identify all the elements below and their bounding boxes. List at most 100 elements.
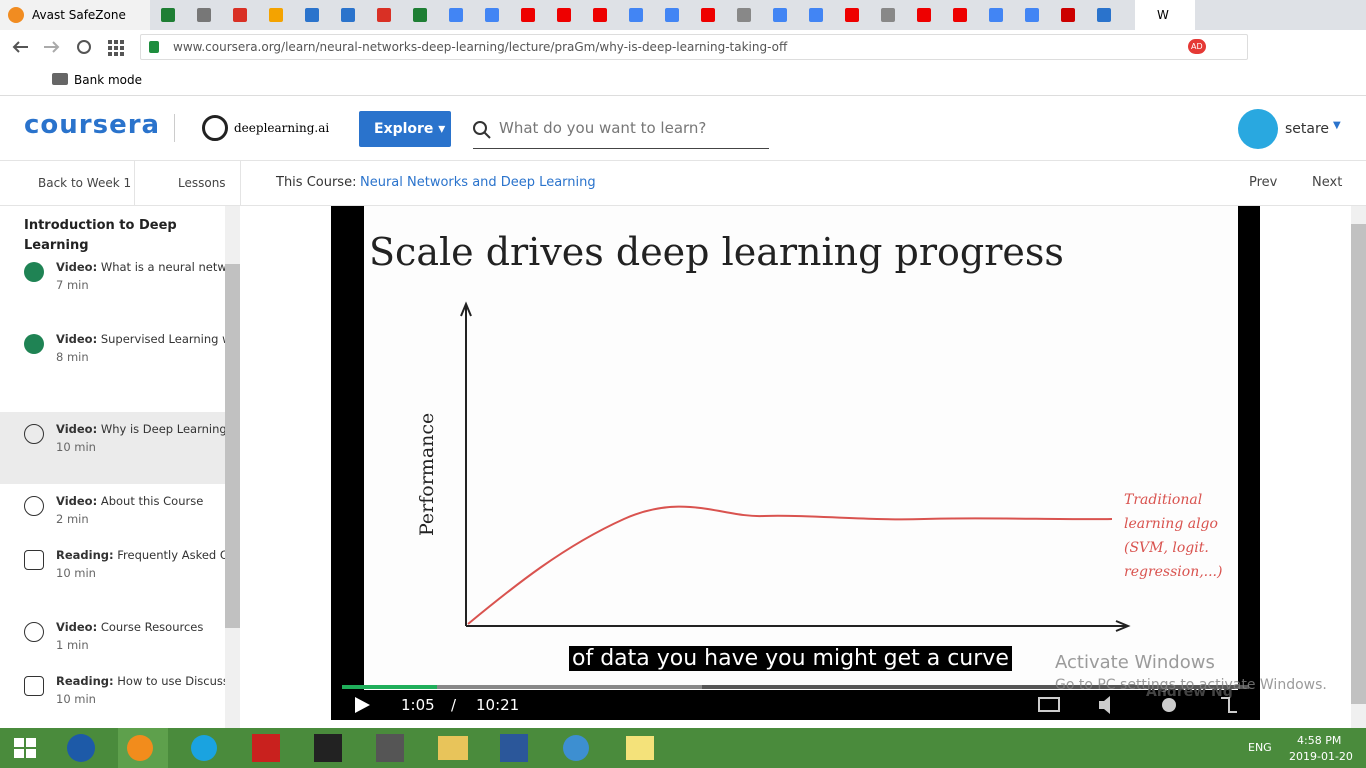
explore-button[interactable]: Explore ▾ xyxy=(359,111,451,147)
tab-icon[interactable] xyxy=(593,8,607,22)
tab-icon[interactable] xyxy=(953,8,967,22)
lesson-item[interactable]: Reading: Frequently Asked Questions 10 mi… xyxy=(0,538,225,598)
lesson-text: Video: What is a neural network? 7 min xyxy=(56,258,225,294)
tab-bar: Avast SafeZone W xyxy=(0,0,1366,30)
tab-icon[interactable] xyxy=(881,8,895,22)
divider xyxy=(240,161,241,206)
lessons-link[interactable]: Lessons xyxy=(178,176,226,190)
tab-icon[interactable] xyxy=(233,8,247,22)
lesson-title: Frequently Asked Questions xyxy=(117,548,225,562)
lesson-item[interactable]: Video: What is a neural network? 7 min xyxy=(0,250,225,310)
sub-nav: Back to Week 1 Lessons This Course: Neur… xyxy=(0,161,1366,206)
scrollbar[interactable] xyxy=(225,206,240,728)
course-link[interactable]: Neural Networks and Deep Learning xyxy=(360,175,596,190)
tab-icon[interactable] xyxy=(1097,8,1111,22)
tab-icon[interactable] xyxy=(413,8,427,22)
progress-track[interactable] xyxy=(342,685,1249,689)
ad-badge: AD xyxy=(1188,39,1206,54)
lesson-kind: Reading: xyxy=(56,548,114,562)
lesson-title: What is a neural network? xyxy=(100,260,225,274)
tab-icon xyxy=(8,7,24,23)
partner: deeplearning.ai xyxy=(234,121,330,135)
tab-icon[interactable] xyxy=(665,8,679,22)
player-controls[interactable] xyxy=(1037,694,1237,716)
tab-icon[interactable] xyxy=(557,8,571,22)
tab-icon[interactable] xyxy=(917,8,931,22)
clock-time[interactable]: 4:58 PM xyxy=(1297,734,1342,747)
tab-icon[interactable] xyxy=(1061,8,1075,22)
lesson-icon xyxy=(24,496,44,516)
lesson-item[interactable]: Video: Why is Deep Learning taking off? 1… xyxy=(0,412,225,484)
tab-icon[interactable] xyxy=(485,8,499,22)
url: www.coursera.org/learn/neural-networks-d… xyxy=(173,40,788,54)
tab-title: W xyxy=(1157,8,1169,22)
tab-icon[interactable] xyxy=(737,8,751,22)
tab-icon[interactable] xyxy=(989,8,1003,22)
tab-icon[interactable] xyxy=(521,8,535,22)
play-button[interactable] xyxy=(353,695,373,715)
url-field[interactable]: www.coursera.org/learn/neural-networks-d… xyxy=(140,34,1248,60)
taskbar-apps[interactable] xyxy=(0,728,680,768)
sidebar: Introduction to Deep Learning Video: Wha… xyxy=(0,206,225,728)
avatar[interactable] xyxy=(1238,109,1278,149)
tab-icon[interactable] xyxy=(809,8,823,22)
user-caret: ▼ xyxy=(1333,120,1341,131)
tab-icon[interactable] xyxy=(197,8,211,22)
lesson-kind: Video: xyxy=(56,422,98,436)
lesson-item[interactable]: Video: Course Resources 1 min xyxy=(0,610,225,670)
lesson-kind: Video: xyxy=(56,494,98,508)
lesson-text: Video: About this Course 2 min xyxy=(56,492,206,528)
active-tab[interactable]: W xyxy=(1135,0,1195,30)
tab-icon[interactable] xyxy=(845,8,859,22)
lesson-item[interactable]: Video: Supervised Learning with Neural N… xyxy=(0,322,225,382)
tab[interactable]: Avast SafeZone xyxy=(0,0,150,30)
tab-icon[interactable] xyxy=(701,8,715,22)
scroll-thumb xyxy=(225,264,240,628)
back-link[interactable]: Back to Week 1 xyxy=(38,176,132,190)
lesson-text: Reading: How to use Discussion Forums 10 … xyxy=(56,672,225,708)
explore-label: Explore xyxy=(374,121,434,137)
tab-icon[interactable] xyxy=(1025,8,1039,22)
search-box[interactable]: What do you want to learn? xyxy=(473,113,769,149)
slide-chart xyxy=(460,301,1131,632)
lesson-text: Video: Why is Deep Learning taking off? 1… xyxy=(56,420,225,456)
site-header: coursera deeplearning.ai Explore ▾ What … xyxy=(0,96,1366,161)
tab-icon[interactable] xyxy=(773,8,787,22)
clock-date[interactable]: 2019-01-20 xyxy=(1289,750,1353,763)
lesson-kind: Reading: xyxy=(56,674,114,688)
taskbar: ENG 4:58 PM 2019-01-20 xyxy=(0,728,1366,768)
module-title: Introduction to Deep Learning xyxy=(24,218,177,253)
language[interactable]: ENG xyxy=(1248,741,1272,754)
lesson-duration: 7 min xyxy=(56,278,89,292)
activation-subtitle: Go to PC settings to activate Windows. xyxy=(1055,677,1327,693)
lesson-kind: Video: xyxy=(56,620,98,634)
logo[interactable]: coursera xyxy=(24,110,161,140)
prev-link[interactable]: Prev xyxy=(1249,175,1278,190)
nav-buttons[interactable] xyxy=(10,38,130,56)
lesson-title: How to use Discussion Forums xyxy=(117,674,225,688)
lesson-item[interactable]: Video: About this Course 2 min xyxy=(0,484,225,544)
tab-icon[interactable] xyxy=(449,8,463,22)
lesson-item[interactable]: Reading: How to use Discussion Forums 10 … xyxy=(0,664,225,724)
divider xyxy=(134,161,135,206)
tab-icon[interactable] xyxy=(629,8,643,22)
buffered xyxy=(342,685,702,689)
tab-icon[interactable] xyxy=(305,8,319,22)
tab-icon[interactable] xyxy=(269,8,283,22)
video-player[interactable]: Scale drives deep learning progress Perf… xyxy=(331,206,1260,720)
lesson-kind: Video: xyxy=(56,260,98,274)
user-name[interactable]: setare xyxy=(1285,121,1330,137)
lesson-title: Course Resources xyxy=(100,620,204,634)
scroll-thumb xyxy=(1351,224,1366,704)
search-placeholder: What do you want to learn? xyxy=(499,119,707,137)
lesson-icon xyxy=(24,424,44,444)
bookmark[interactable]: Bank mode xyxy=(74,73,142,87)
next-link[interactable]: Next xyxy=(1312,175,1343,190)
tab-icon[interactable] xyxy=(377,8,391,22)
tab-icon[interactable] xyxy=(341,8,355,22)
scrollbar[interactable] xyxy=(1351,206,1366,728)
search-icon xyxy=(473,121,491,139)
folder-icon xyxy=(52,73,68,85)
tab-icon[interactable] xyxy=(161,8,175,22)
lesson-duration: 1 min xyxy=(56,638,89,652)
